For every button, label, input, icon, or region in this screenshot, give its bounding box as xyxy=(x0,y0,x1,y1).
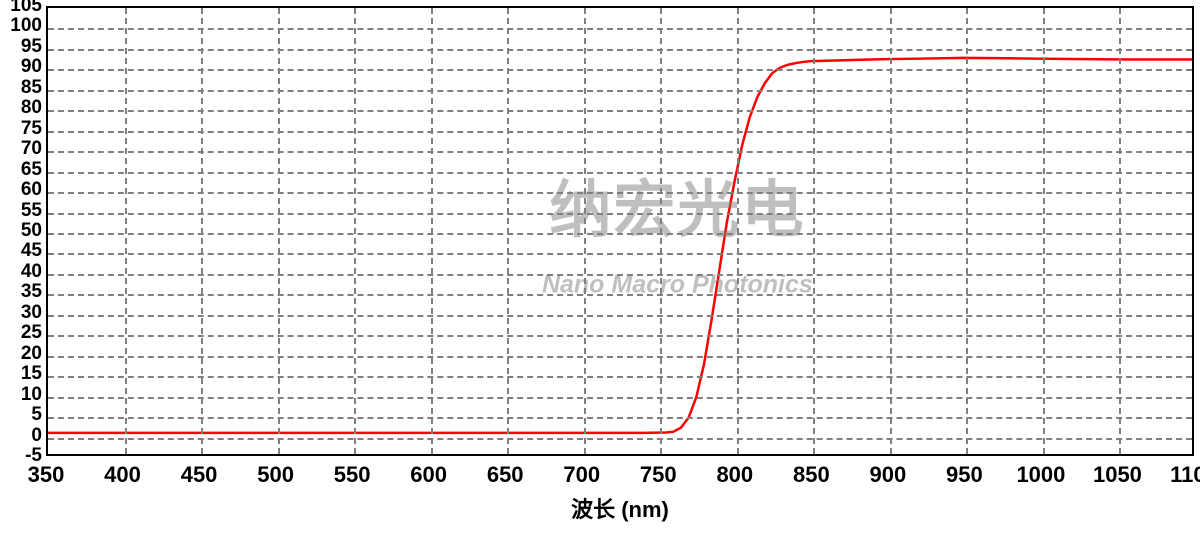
grid-line-h xyxy=(48,315,1192,317)
x-tick-label: 400 xyxy=(104,462,141,488)
y-tick-label: 80 xyxy=(21,97,42,119)
y-tick-label: 5 xyxy=(31,404,42,426)
grid-line-h xyxy=(48,335,1192,337)
grid-line-h xyxy=(48,131,1192,133)
y-tick-label: 90 xyxy=(21,56,42,78)
grid-line-h xyxy=(48,397,1192,399)
y-tick-label: 85 xyxy=(21,77,42,99)
grid-line-h xyxy=(48,90,1192,92)
y-tick-label: 30 xyxy=(21,302,42,324)
grid-line-v xyxy=(813,8,815,454)
x-tick-label: 600 xyxy=(410,462,447,488)
x-tick-label: 900 xyxy=(870,462,907,488)
grid-line-h xyxy=(48,417,1192,419)
x-tick-label: 750 xyxy=(640,462,677,488)
y-tick-label: -5 xyxy=(25,445,42,467)
y-tick-label: 65 xyxy=(21,159,42,181)
y-tick-label: 10 xyxy=(21,384,42,406)
grid-line-v xyxy=(507,8,509,454)
y-tick-label: 0 xyxy=(31,425,42,447)
x-axis-label: 波长 (nm) xyxy=(571,492,669,524)
watermark-cn: 纳宏光电 xyxy=(549,159,805,249)
y-tick-label: 75 xyxy=(21,118,42,140)
grid-line-v xyxy=(201,8,203,454)
grid-line-h xyxy=(48,28,1192,30)
x-tick-label: 650 xyxy=(487,462,524,488)
x-tick-label: 950 xyxy=(946,462,983,488)
y-tick-label: 20 xyxy=(21,343,42,365)
y-tick-label: 105 xyxy=(10,0,42,17)
grid-line-v xyxy=(890,8,892,454)
grid-line-v xyxy=(966,8,968,454)
y-tick-label: 40 xyxy=(21,261,42,283)
y-tick-label: 50 xyxy=(21,220,42,242)
x-tick-label: 1050 xyxy=(1093,462,1142,488)
y-tick-label: 70 xyxy=(21,138,42,160)
grid-line-h xyxy=(48,69,1192,71)
y-tick-label: 100 xyxy=(10,15,42,37)
grid-line-h xyxy=(48,151,1192,153)
watermark-en: Nano Macro Photonics xyxy=(542,271,813,300)
transmission-chart: 纳宏光电 Nano Macro Photonics 波长 (nm) 35 0 400… xyxy=(0,0,1200,539)
grid-line-h xyxy=(48,110,1192,112)
grid-line-v xyxy=(1043,8,1045,454)
x-tick-label: 550 xyxy=(334,462,371,488)
y-tick-label: 95 xyxy=(21,36,42,58)
grid-line-h xyxy=(48,376,1192,378)
y-tick-label: 25 xyxy=(21,322,42,344)
grid-line-h xyxy=(48,438,1192,440)
x-tick-label: 800 xyxy=(716,462,753,488)
x-tick-label: 1100 xyxy=(1170,462,1200,488)
x-tick-label: 450 xyxy=(181,462,218,488)
grid-line-v xyxy=(354,8,356,454)
x-tick-label: 500 xyxy=(257,462,294,488)
x-tick-label: 850 xyxy=(793,462,830,488)
grid-line-v xyxy=(431,8,433,454)
x-tick-label: 700 xyxy=(563,462,600,488)
grid-line-v xyxy=(125,8,127,454)
grid-line-v xyxy=(1119,8,1121,454)
grid-line-h xyxy=(48,356,1192,358)
x-tick-label: 1000 xyxy=(1016,462,1065,488)
y-tick-label: 55 xyxy=(21,200,42,222)
y-tick-label: 45 xyxy=(21,240,42,262)
grid-line-h xyxy=(48,253,1192,255)
grid-line-v xyxy=(278,8,280,454)
y-tick-label: 35 xyxy=(21,281,42,303)
grid-line-h xyxy=(48,49,1192,51)
y-tick-label: 60 xyxy=(21,179,42,201)
y-tick-label: 15 xyxy=(21,363,42,385)
